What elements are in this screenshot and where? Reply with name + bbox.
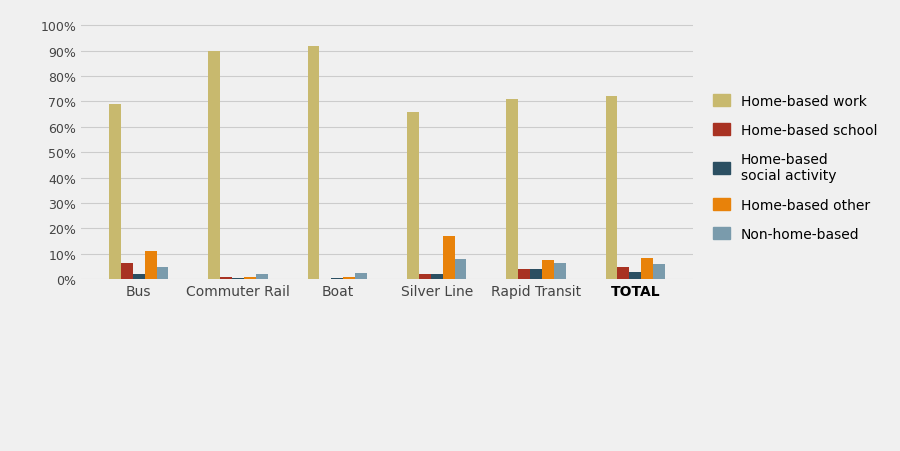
Bar [109, 105, 121, 280]
Bar [454, 259, 466, 280]
Bar [554, 263, 566, 280]
Bar [606, 97, 617, 280]
Bar [121, 263, 132, 280]
Bar [518, 270, 530, 280]
Bar [244, 277, 256, 280]
Bar [407, 112, 418, 280]
Bar [220, 277, 232, 280]
Bar [506, 100, 518, 280]
Bar [530, 270, 542, 280]
Bar [331, 278, 343, 280]
Bar [629, 272, 642, 280]
Bar [157, 267, 168, 280]
Bar [542, 261, 554, 280]
Bar [356, 273, 367, 280]
Bar [145, 252, 157, 280]
Bar [256, 275, 268, 280]
Bar [418, 275, 431, 280]
Bar [232, 278, 244, 280]
Bar [443, 236, 454, 280]
Bar [431, 275, 443, 280]
Bar [642, 258, 653, 280]
Bar [343, 277, 356, 280]
Bar [132, 275, 145, 280]
Legend: Home-based work, Home-based school, Home-based
social activity, Home-based other: Home-based work, Home-based school, Home… [706, 87, 884, 249]
Bar [208, 51, 220, 280]
Bar [308, 46, 320, 280]
Bar [617, 267, 629, 280]
Bar [653, 264, 665, 280]
